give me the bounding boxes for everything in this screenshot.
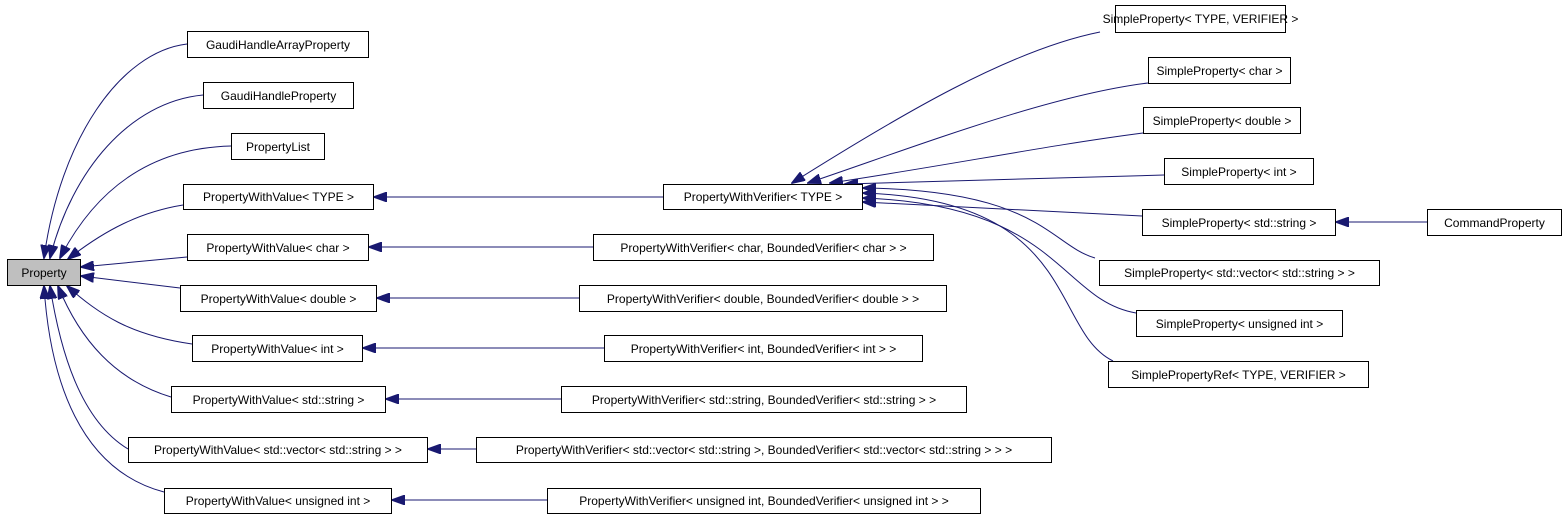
node-sp-type-verifier[interactable]: SimpleProperty< TYPE, VERIFIER > (1103, 5, 1298, 33)
node-gaudi-handle-property[interactable]: GaudiHandleProperty (203, 82, 354, 109)
node-gaudi-handle-array-property[interactable]: GaudiHandleArrayProperty (187, 31, 369, 58)
edge-pwv-int-to-property (67, 286, 193, 345)
edge-sp-int-to-pwver-type (845, 174, 1165, 184)
node-pwv-uint[interactable]: PropertyWithValue< unsigned int > (164, 488, 392, 514)
edge-sp-type-to-pwver-type (792, 31, 1101, 183)
edge-sp-string-to-pwver-type (863, 202, 1143, 217)
node-pwv-string[interactable]: PropertyWithValue< std::string > (171, 386, 386, 413)
node-pwv-double[interactable]: PropertyWithValue< double > (180, 285, 377, 312)
edge-property-list-to-property (60, 145, 232, 258)
node-pwver-int[interactable]: PropertyWithVerifier< int, BoundedVerifi… (604, 335, 923, 362)
node-pwver-string[interactable]: PropertyWithVerifier< std::string, Bound… (561, 386, 967, 413)
node-pwv-char[interactable]: PropertyWithValue< char > (187, 234, 369, 261)
edge-pwv-vector-to-property (50, 286, 129, 450)
edge-spref-to-pwver-type (863, 193, 1114, 362)
edge-gaudi-handle-to-property (50, 94, 204, 258)
edge-pwv-string-to-property (58, 286, 172, 398)
node-sp-double[interactable]: SimpleProperty< double > (1143, 107, 1301, 134)
node-sp-uint[interactable]: SimpleProperty< unsigned int > (1136, 310, 1343, 337)
node-property: Property (7, 259, 81, 286)
node-pwv-vector[interactable]: PropertyWithValue< std::vector< std::str… (128, 437, 428, 463)
node-property-list[interactable]: PropertyList (231, 133, 325, 160)
node-sp-int[interactable]: SimpleProperty< int > (1164, 158, 1314, 185)
node-pwver-char[interactable]: PropertyWithVerifier< char, BoundedVerif… (593, 234, 934, 261)
node-pwver-double[interactable]: PropertyWithVerifier< double, BoundedVer… (579, 285, 947, 312)
node-sp-char[interactable]: SimpleProperty< char > (1148, 57, 1291, 84)
edge-pwv-uint-to-property (44, 286, 165, 493)
node-pwv-type[interactable]: PropertyWithValue< TYPE > (183, 184, 374, 210)
node-sp-string[interactable]: SimpleProperty< std::string > (1142, 209, 1336, 236)
edge-gaudi-array-to-property (44, 43, 188, 258)
node-pwver-vector[interactable]: PropertyWithVerifier< std::vector< std::… (476, 437, 1052, 463)
edge-pwv-type-to-property (68, 204, 184, 259)
node-pwver-uint[interactable]: PropertyWithVerifier< unsigned int, Boun… (547, 488, 981, 514)
edge-sp-char-to-pwver-type (808, 82, 1149, 183)
node-spref[interactable]: SimplePropertyRef< TYPE, VERIFIER > (1108, 361, 1369, 388)
edge-sp-double-to-pwver-type (830, 132, 1144, 183)
edge-sp-vector-to-pwver-type (863, 188, 1096, 259)
edge-sp-uint-to-pwver-type (863, 198, 1137, 314)
node-sp-vector[interactable]: SimpleProperty< std::vector< std::string… (1099, 260, 1380, 286)
node-pwv-int[interactable]: PropertyWithValue< int > (192, 335, 363, 362)
node-pwver-type[interactable]: PropertyWithVerifier< TYPE > (663, 184, 863, 210)
node-command-property[interactable]: CommandProperty (1427, 209, 1562, 236)
edge-pwv-char-to-property (81, 256, 188, 267)
edge-pwv-double-to-property (81, 276, 181, 289)
